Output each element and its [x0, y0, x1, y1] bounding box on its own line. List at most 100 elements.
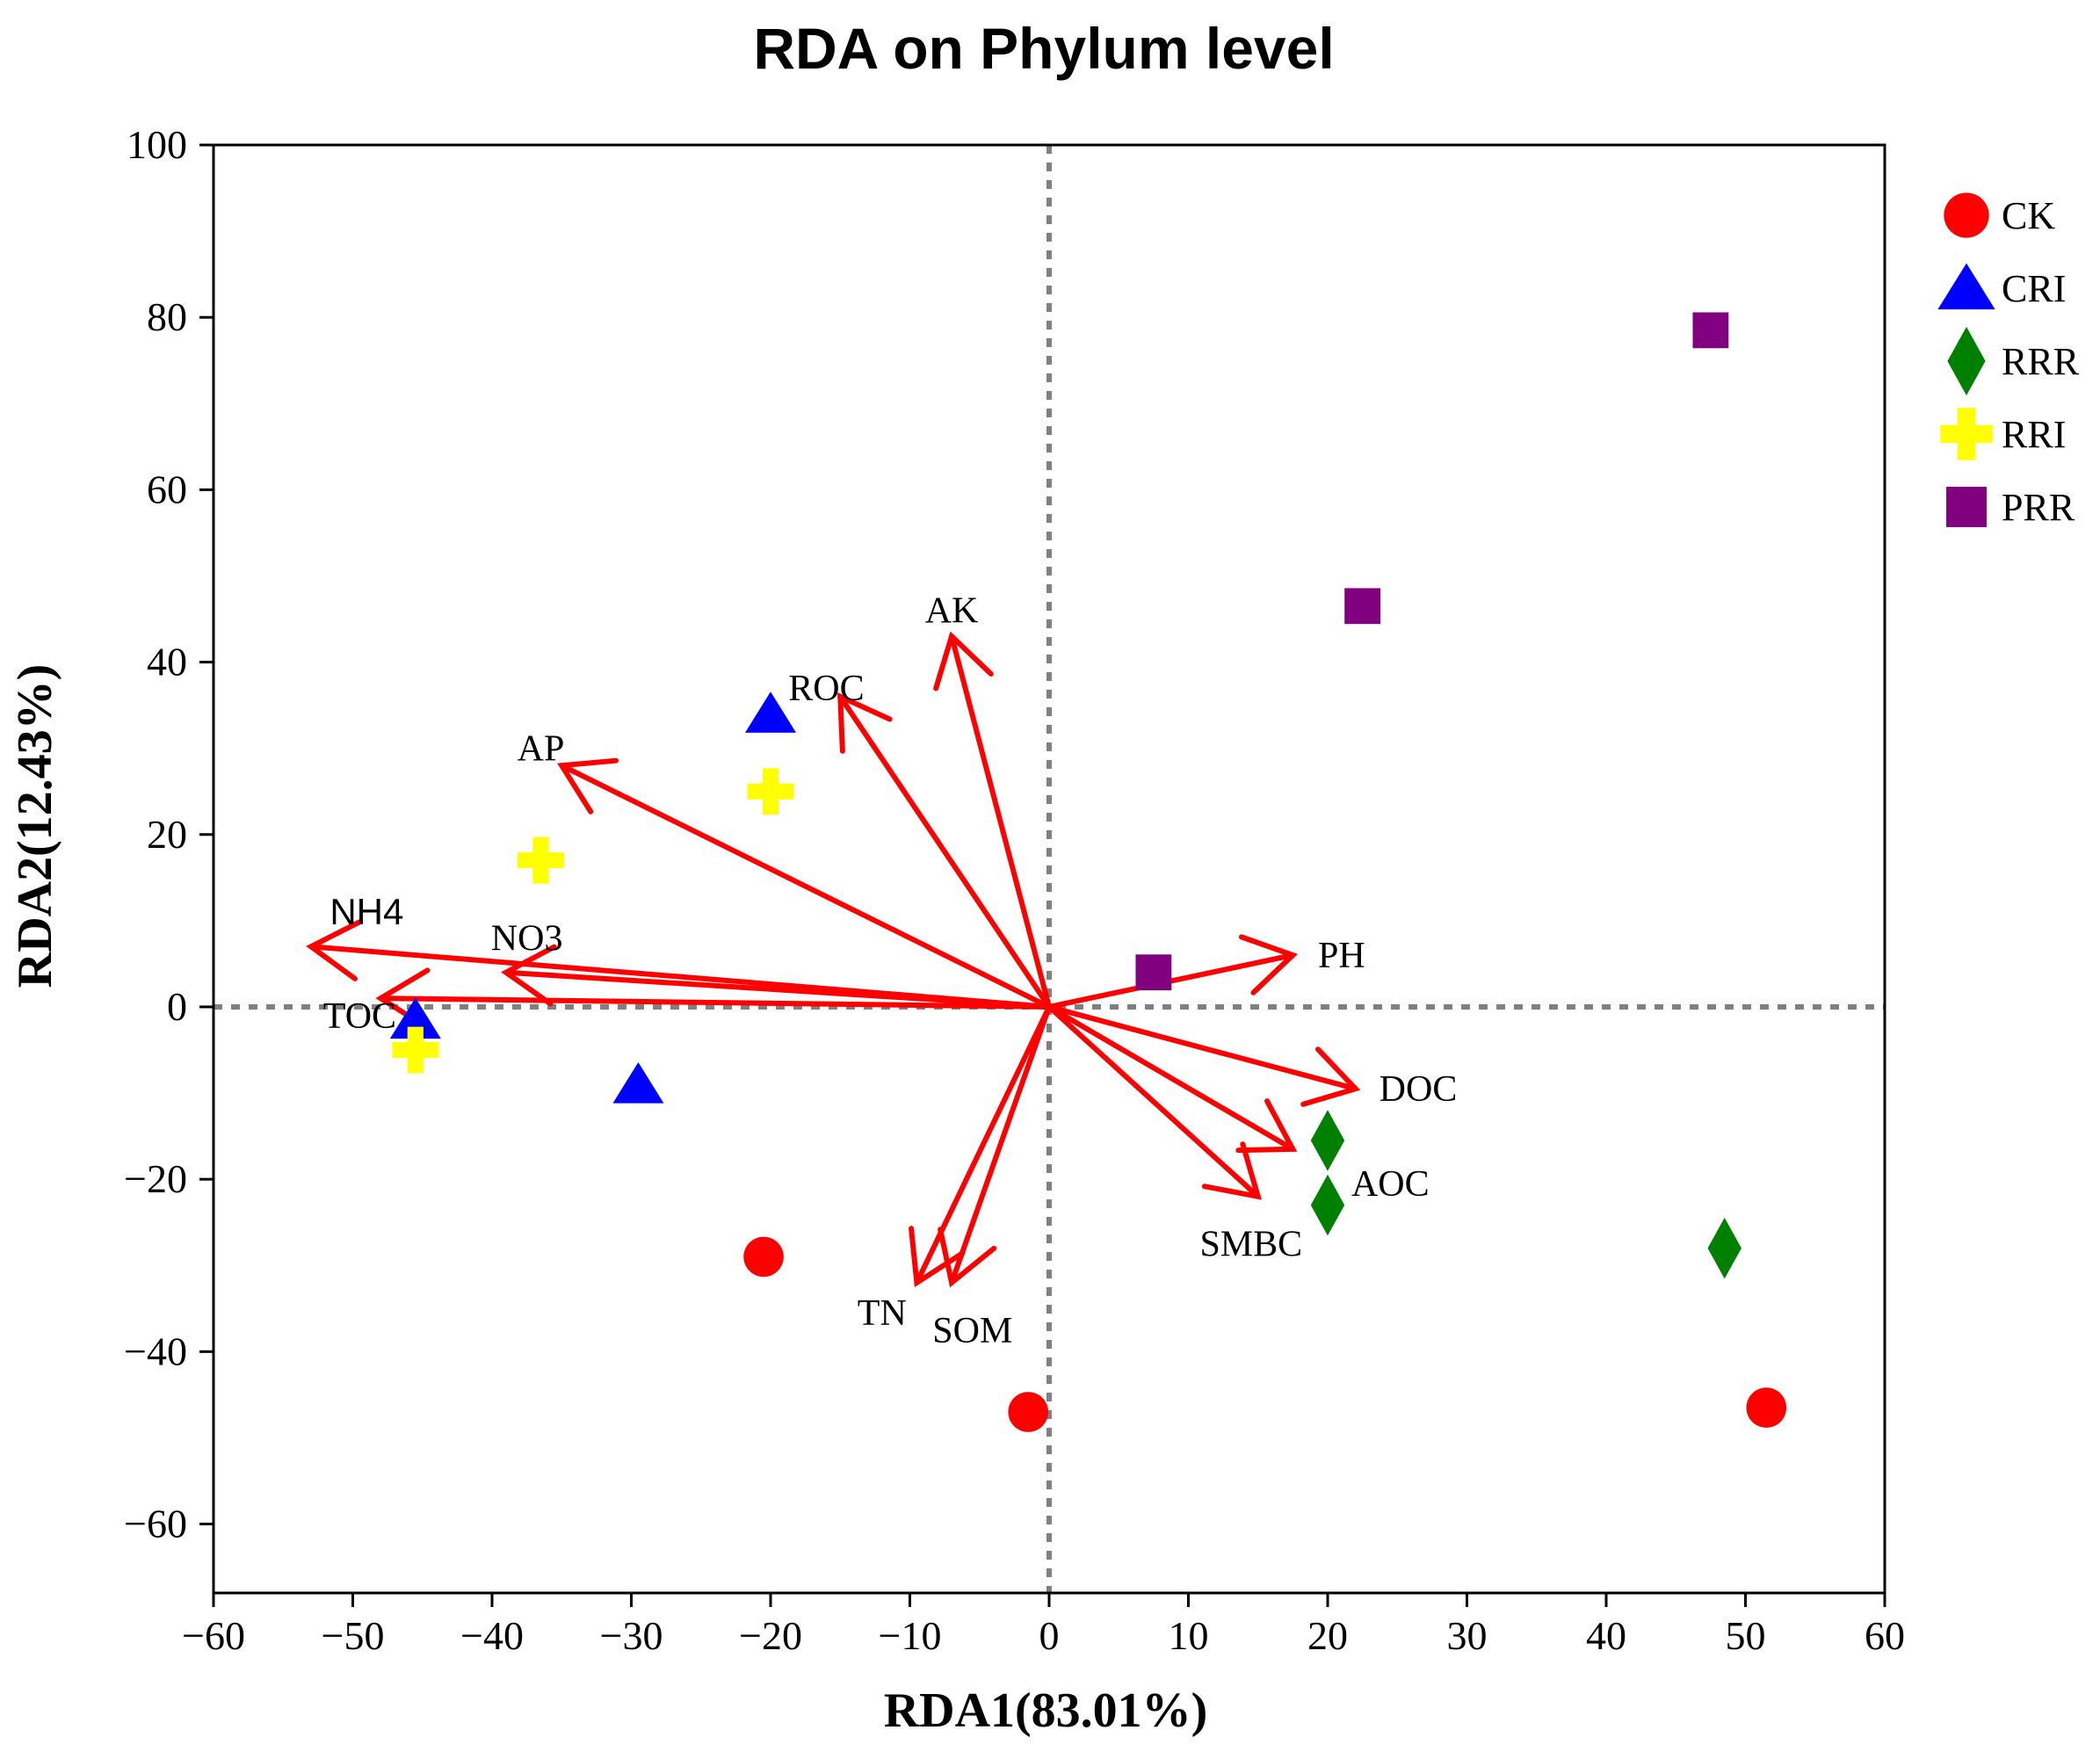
x-tick-label: −50 — [322, 1613, 385, 1658]
y-tick-label: 0 — [167, 984, 187, 1029]
arrow-roc: ROC — [788, 669, 1052, 1010]
point-rrr — [1310, 1174, 1345, 1236]
arrow-head — [306, 919, 363, 981]
x-tick-label: 60 — [1865, 1613, 1905, 1658]
point-rri — [747, 768, 794, 815]
arrow-ap: AP — [518, 729, 1052, 1010]
series-ck — [743, 1236, 1787, 1432]
arrow-shaft — [378, 995, 1052, 1010]
arrow-head — [938, 1227, 997, 1288]
point-cri — [389, 997, 441, 1039]
y-tick-label: −60 — [124, 1502, 187, 1546]
arrow-head — [501, 944, 557, 1007]
point-rri — [518, 836, 564, 884]
legend-label: CRI — [2002, 267, 2066, 310]
point-prr — [1135, 954, 1172, 991]
zero-lines — [214, 145, 1885, 1593]
x-tick-label: 0 — [1039, 1613, 1060, 1658]
point-prr — [1344, 588, 1381, 625]
arrow-label: ROC — [788, 669, 864, 709]
legend-item-prr: PRR — [1946, 486, 2075, 529]
point-cri — [612, 1062, 664, 1104]
legend-marker — [1946, 487, 1987, 527]
y-tick-label: −20 — [124, 1156, 187, 1201]
x-tick-label: 20 — [1307, 1613, 1348, 1658]
x-tick-label: −60 — [182, 1613, 245, 1658]
arrow-shaft — [559, 763, 1052, 1010]
y-tick-label: 40 — [147, 640, 187, 684]
series-cri — [389, 691, 796, 1104]
legend-marker — [1944, 192, 1989, 238]
arrow-label: NH4 — [329, 891, 403, 932]
arrow-label: PH — [1318, 936, 1365, 976]
x-tick-label: −20 — [739, 1613, 802, 1658]
legend-marker — [1940, 408, 1993, 460]
arrow-no3: NO3 — [491, 918, 1052, 1010]
axes: −60 −50 −40 −30 −20 −10 0 10 20 30 40 50 60 −60 −40 −20… — [124, 122, 1905, 1658]
arrow-shaft — [1046, 1003, 1296, 1152]
arrow-shaft — [1046, 1003, 1261, 1199]
arrow-head — [1300, 1046, 1361, 1107]
arrow-doc: DOC — [1046, 1003, 1458, 1110]
arrow-label: DOC — [1379, 1069, 1458, 1110]
arrow-label: AP — [518, 729, 565, 770]
x-tick-label: −40 — [460, 1613, 524, 1658]
x-tick-label: 40 — [1586, 1613, 1626, 1658]
arrow-shaft — [949, 1003, 1052, 1285]
arrow-shaft — [503, 969, 1052, 1010]
arrow-smbc: SMBC — [1046, 1003, 1302, 1265]
point-rrr — [1707, 1217, 1742, 1279]
x-tick-label: 30 — [1447, 1613, 1488, 1658]
arrow-label: SOM — [932, 1311, 1012, 1351]
arrow-label: AOC — [1351, 1164, 1430, 1205]
arrow-label: TN — [858, 1293, 907, 1334]
point-cri — [745, 691, 796, 733]
y-tick-label: 80 — [147, 294, 187, 339]
arrow-label: SMBC — [1199, 1225, 1302, 1265]
point-ck — [1008, 1392, 1049, 1432]
series-prr — [1135, 312, 1729, 991]
arrow-label: AK — [925, 591, 979, 632]
point-ck — [1746, 1387, 1787, 1428]
y-tick-label: −40 — [124, 1328, 187, 1373]
legend-label: PRR — [2002, 486, 2075, 529]
point-ck — [743, 1236, 784, 1278]
legend-marker — [1937, 263, 1995, 310]
legend-item-ck: CK — [1944, 192, 2055, 238]
arrow-head — [1238, 934, 1298, 995]
y-tick-label: 100 — [127, 122, 187, 167]
arrow-head — [1235, 1098, 1298, 1154]
arrow-layer: AK ROC AP NH4 NO3 TOC PH DOC AOC SMBC TN SOM — [306, 591, 1458, 1351]
arrow-som: SOM — [932, 1003, 1052, 1351]
x-tick-label: 50 — [1726, 1613, 1766, 1658]
y-tick-label: 20 — [147, 812, 187, 857]
y-axis-title: RDA2(12.43%) — [8, 664, 62, 988]
chart-title: RDA on Phylum level — [753, 16, 1334, 81]
legend-label: RRI — [2002, 413, 2066, 456]
arrow-label: NO3 — [491, 918, 563, 959]
arrow-shaft — [914, 1003, 1052, 1285]
series-rrr — [1310, 1110, 1742, 1279]
y-tick-label: 60 — [147, 467, 187, 511]
legend-label: RRR — [2002, 340, 2080, 383]
arrow-head — [837, 692, 893, 754]
point-rri — [392, 1026, 439, 1074]
legend-marker — [1947, 326, 1986, 396]
legend-label: CK — [2002, 194, 2055, 237]
arrow-label: TOC — [323, 996, 396, 1037]
arrow-shaft — [837, 693, 1052, 1010]
arrow-aoc: AOC — [1046, 1003, 1430, 1205]
point-prr — [1692, 312, 1729, 349]
arrow-shaft — [949, 633, 1052, 1010]
x-axis-title: RDA1(83.01%) — [884, 1683, 1208, 1738]
sample-points — [389, 312, 1787, 1432]
arrow-nh4: NH4 — [306, 891, 1052, 1010]
series-rri — [392, 768, 794, 1074]
legend-item-rri: RRI — [1940, 408, 2066, 460]
arrow-head — [1201, 1141, 1262, 1200]
x-tick-label: 10 — [1169, 1613, 1209, 1658]
legend: CK CRI RRR RRI PRR — [1937, 192, 2080, 529]
arrow-head — [933, 631, 994, 691]
x-tick-label: −10 — [879, 1613, 942, 1658]
